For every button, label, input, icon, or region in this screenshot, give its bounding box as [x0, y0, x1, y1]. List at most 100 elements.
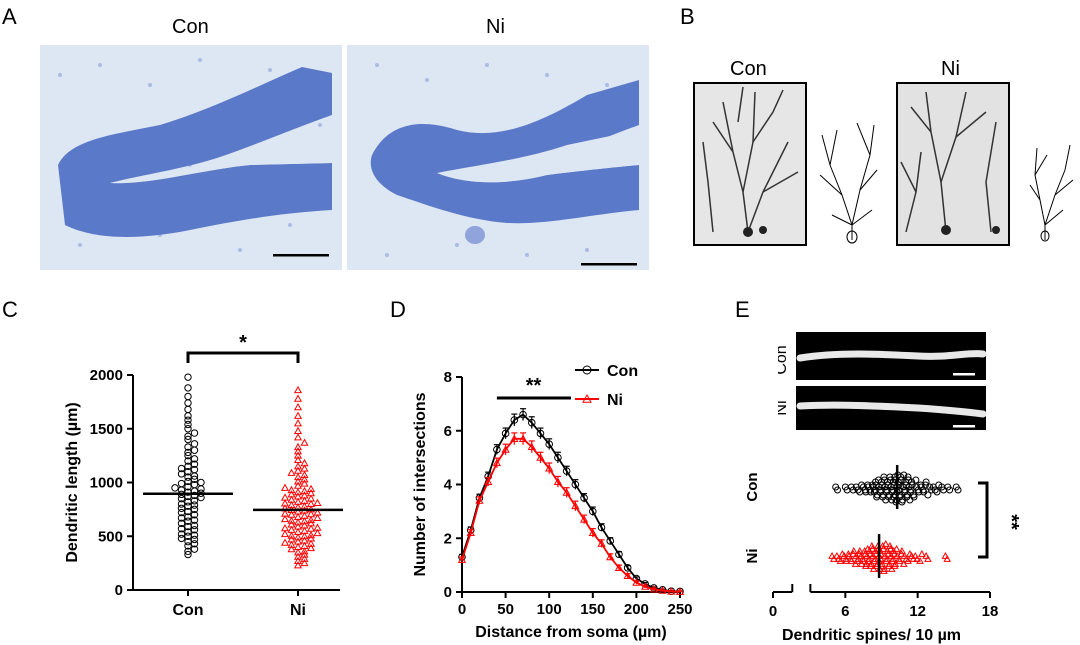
- data-point: [293, 462, 303, 470]
- data-point: [190, 460, 199, 468]
- data-point: [571, 480, 580, 489]
- legend-marker: [582, 393, 592, 403]
- data-point: [190, 429, 199, 437]
- x-tick-label-d: 0: [458, 601, 466, 618]
- data-point: [892, 544, 901, 552]
- data-point: [293, 455, 303, 463]
- data-point: [597, 539, 606, 547]
- chart-sholl-analysis: 0 2 4 6 8 0 50 100 150 200 250 ** Con Ni Distance from…: [412, 363, 693, 641]
- data-point: [904, 556, 912, 564]
- data-point: [190, 497, 199, 505]
- y-tick-label-d: 2: [444, 530, 452, 547]
- data-point: [300, 458, 309, 467]
- data-point: [280, 493, 290, 501]
- x-tick-label-e: 0: [769, 603, 777, 620]
- data-point: [888, 556, 897, 564]
- y-tick-label-d: 4: [444, 477, 453, 494]
- data-point: [933, 488, 941, 496]
- panel-letter-a: A: [2, 4, 17, 29]
- data-point: [280, 514, 290, 523]
- data-point: [293, 433, 303, 441]
- data-point: [293, 518, 303, 526]
- data-point: [287, 485, 296, 494]
- data-point: [184, 457, 192, 465]
- data-point: [190, 521, 199, 530]
- data-point: [184, 483, 192, 491]
- data-point: [882, 556, 891, 564]
- x-tick-label-c: Ni: [290, 602, 306, 619]
- golgi-tracing-ni: [1029, 144, 1074, 242]
- significance-bracket-c: [186, 351, 300, 363]
- data-point: [190, 540, 199, 548]
- data-point: [287, 510, 296, 518]
- data-point: [177, 534, 186, 543]
- data-point: [313, 528, 322, 537]
- row-label-e: Con: [744, 472, 761, 501]
- data-point: [190, 491, 199, 500]
- data-point: [293, 394, 303, 402]
- data-point: [177, 479, 186, 488]
- data-point: [908, 478, 916, 486]
- data-point: [946, 486, 954, 494]
- data-point: [287, 540, 296, 548]
- data-point: [184, 373, 192, 381]
- series-ni-points: [280, 385, 322, 569]
- data-point: [293, 537, 303, 545]
- golgi-tracing-con: [819, 122, 878, 244]
- data-point: [833, 486, 841, 494]
- data-point: [293, 522, 303, 530]
- data-point: [184, 405, 192, 414]
- data-point: [883, 546, 892, 554]
- data-point: [562, 467, 571, 475]
- data-point: [184, 550, 192, 559]
- golgi-image-ni: [896, 82, 1010, 246]
- data-point: [864, 556, 873, 564]
- panel-letter-c: C: [2, 297, 18, 322]
- data-point: [293, 451, 303, 459]
- data-point: [184, 468, 192, 476]
- data-point: [293, 561, 303, 569]
- data-point: [293, 548, 303, 556]
- data-point: [293, 497, 303, 505]
- data-point: [306, 524, 316, 532]
- data-point: [184, 477, 192, 486]
- data-point: [190, 475, 199, 483]
- data-point: [293, 481, 303, 489]
- data-point: [300, 541, 309, 549]
- data-point: [306, 499, 316, 508]
- data-point: [293, 527, 303, 536]
- data-point: [287, 525, 296, 533]
- data-point: [177, 464, 186, 473]
- data-point: [280, 538, 290, 546]
- data-point: [554, 453, 562, 462]
- y-tick-label-d: 8: [444, 369, 452, 386]
- panel-b-ni-label: Ni: [941, 58, 960, 80]
- data-point: [861, 561, 870, 569]
- data-point: [293, 542, 303, 551]
- data-point: [501, 445, 510, 453]
- legend-marker: [582, 365, 592, 375]
- data-point: [881, 539, 890, 547]
- data-point: [484, 477, 493, 485]
- y-tick-label-d: 0: [444, 584, 452, 601]
- data-point: [900, 471, 908, 479]
- data-point: [293, 552, 303, 560]
- data-point: [184, 547, 192, 556]
- data-point: [898, 546, 906, 554]
- series-con: [458, 408, 684, 596]
- data-point: [177, 519, 186, 528]
- data-point: [849, 546, 858, 554]
- panel-a-con-label: Con: [172, 16, 209, 38]
- data-point: [184, 384, 192, 392]
- data-point: [588, 528, 597, 537]
- data-point: [177, 470, 186, 478]
- data-point: [510, 416, 519, 424]
- data-point: [313, 513, 322, 522]
- y-axis-title-d: Number of intersections: [412, 392, 429, 576]
- significance-label-e: **: [1000, 514, 1022, 530]
- panel-a-ni-label: Ni: [486, 16, 505, 38]
- data-point: [184, 448, 192, 457]
- data-point: [943, 554, 952, 562]
- data-point: [171, 484, 179, 492]
- series-line: [461, 437, 681, 593]
